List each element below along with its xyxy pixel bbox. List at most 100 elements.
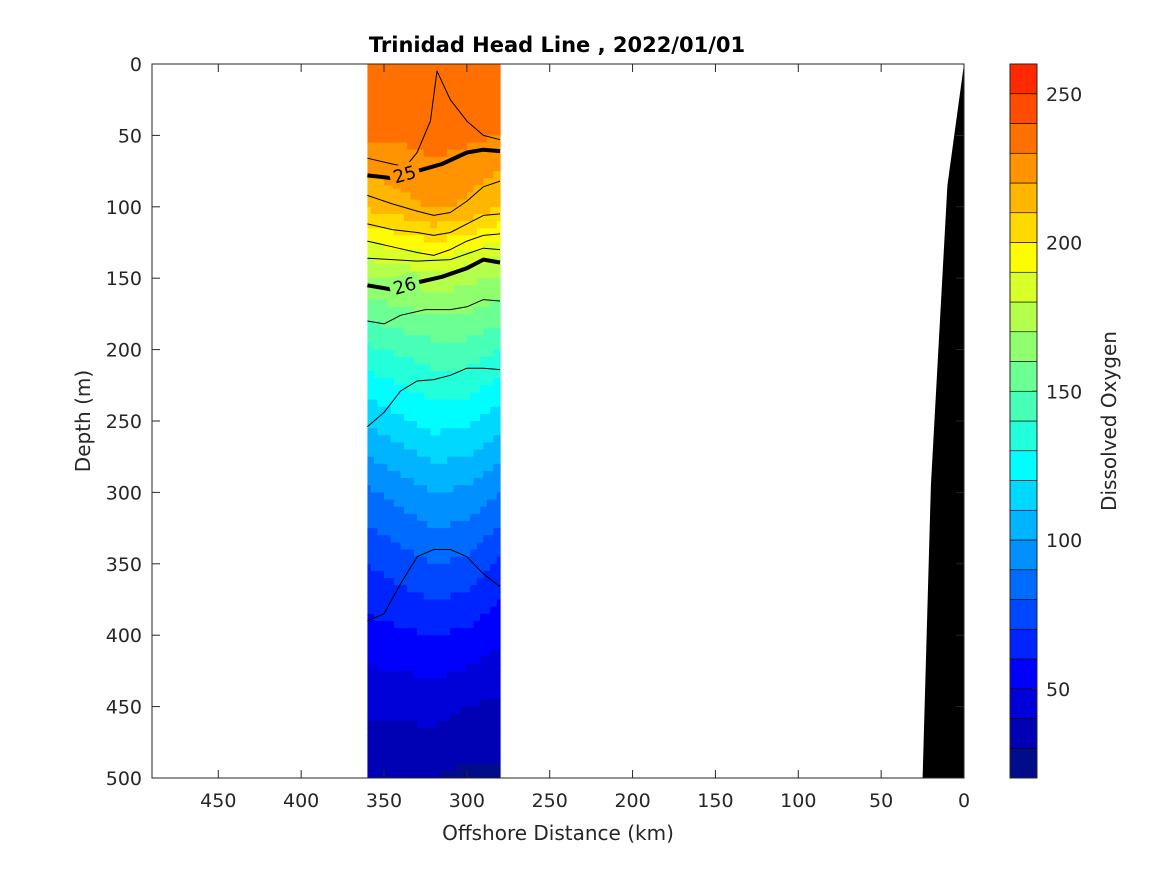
oxygen-cell [397,478,402,486]
oxygen-cell [410,456,415,465]
colorbar-swatch [1009,628,1038,660]
oxygen-cell [456,663,461,672]
oxygen-cell [367,113,372,122]
oxygen-cell [473,670,478,679]
oxygen-cell [450,720,455,729]
oxygen-cell [496,628,501,636]
oxygen-cell [493,585,498,593]
oxygen-cell [410,578,415,586]
oxygen-cell [413,313,418,322]
oxygen-cell [400,149,405,158]
oxygen-cell [407,563,412,572]
oxygen-cell [493,628,498,636]
oxygen-cell [480,206,485,215]
oxygen-cell [456,528,461,536]
oxygen-cell [480,656,485,665]
oxygen-cell [483,142,488,151]
oxygen-cell [476,392,481,401]
oxygen-cell [403,492,408,501]
oxygen-cell [490,713,494,722]
oxygen-cell [390,235,395,244]
oxygen-cell [430,706,435,715]
oxygen-cell [417,770,422,778]
oxygen-cell [427,99,431,108]
oxygen-cell [403,556,408,565]
oxygen-cell [470,185,475,194]
oxygen-cell [390,499,395,508]
oxygen-cell [460,142,465,151]
oxygen-cell [407,363,412,372]
oxygen-cell [400,235,405,244]
oxygen-cell [450,342,455,351]
oxygen-cell [417,321,422,329]
oxygen-cell [417,199,422,208]
oxygen-cell [380,692,385,701]
oxygen-cell [397,670,402,679]
oxygen-cell [496,271,501,279]
oxygen-cell [423,599,428,608]
oxygen-cell [450,406,455,415]
oxygen-cell [403,206,408,215]
oxygen-cell [433,656,438,665]
oxygen-cell [400,185,405,194]
oxygen-cell [446,606,451,615]
oxygen-cell [476,328,481,336]
oxygen-cell [460,106,465,115]
oxygen-cell [437,363,441,372]
oxygen-cell [443,599,448,608]
oxygen-cell [483,135,488,144]
oxygen-cell [463,542,468,551]
oxygen-cell [453,228,458,236]
oxygen-cell [450,413,455,422]
oxygen-cell [377,713,382,722]
oxygen-cell [463,570,468,579]
oxygen-cell [413,78,418,87]
oxygen-cell [420,756,425,765]
oxygen-cell [470,513,475,522]
oxygen-cell [393,406,398,415]
oxygen-cell [433,342,438,351]
oxygen-cell [483,71,488,79]
oxygen-cell [473,421,478,429]
oxygen-cell [440,556,445,565]
oxygen-cell [480,163,485,172]
oxygen-cell [433,606,438,615]
oxygen-cell [417,185,422,194]
oxygen-cell [460,470,465,479]
oxygen-cell [433,242,438,251]
oxygen-cell [466,613,471,622]
oxygen-cell [437,149,441,158]
oxygen-cell [453,492,458,501]
oxygen-cell [407,749,412,758]
oxygen-cell [433,513,438,522]
oxygen-cell [377,185,382,194]
oxygen-cell [387,106,392,115]
oxygen-cell [476,113,481,122]
oxygen-cell [483,285,488,294]
oxygen-cell [486,421,491,429]
oxygen-cell [443,335,448,344]
oxygen-cell [483,513,488,522]
oxygen-cell [443,349,448,358]
oxygen-cell [374,328,378,336]
oxygen-cell [400,513,405,522]
oxygen-cell [476,242,481,251]
oxygen-cell [403,706,408,715]
oxygen-cell [480,763,485,772]
oxygen-cell [427,149,431,158]
oxygen-cell [417,628,422,636]
oxygen-cell [413,549,418,558]
oxygen-cell [367,478,372,486]
oxygen-cell [437,506,441,515]
oxygen-cell [483,535,488,543]
oxygen-cell [486,206,491,215]
oxygen-cell [480,228,485,236]
oxygen-cell [437,85,441,94]
oxygen-cell [417,635,422,643]
oxygen-cell [486,685,491,693]
oxygen-cell [367,499,372,508]
oxygen-cell [407,371,412,379]
oxygen-cell [390,385,395,394]
oxygen-cell [496,485,501,493]
oxygen-cell [427,635,431,643]
